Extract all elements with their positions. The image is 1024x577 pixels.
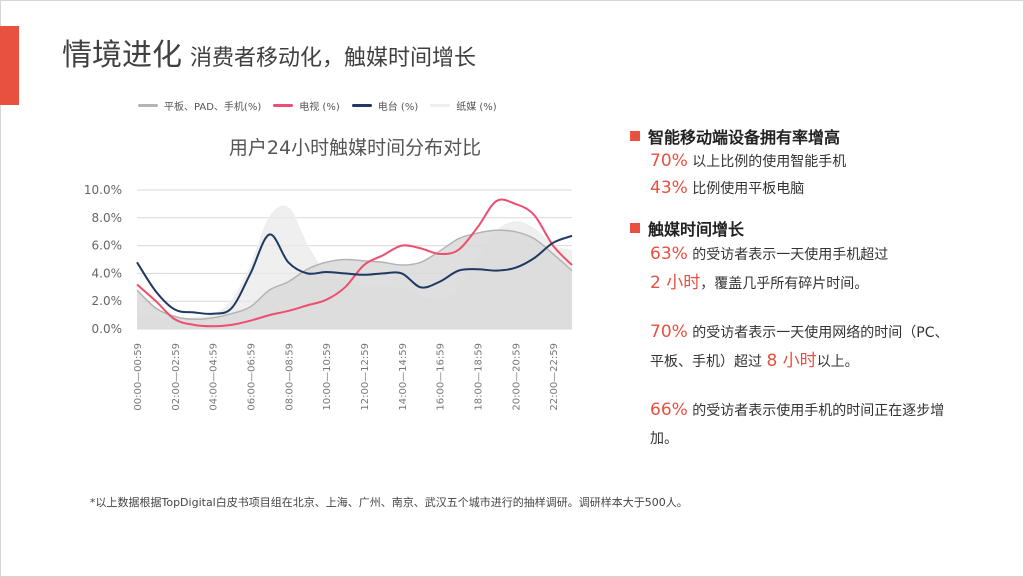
stat-text: 比例使用平板电脑 <box>692 181 805 197</box>
x-tick-label: 14:00—14:59 <box>398 343 409 411</box>
stat-value: 63% <box>650 244 688 264</box>
x-tick-label: 08:00—08:59 <box>284 343 295 411</box>
x-tick-label: 12:00—12:59 <box>360 343 371 411</box>
y-tick-label: 10.0% <box>84 183 122 197</box>
legend-item: 平板、PAD、手机(%) <box>138 98 261 113</box>
legend-label: 电台 (%) <box>377 102 419 113</box>
bullet-square-icon <box>630 223 640 233</box>
y-tick-label: 2.0% <box>92 294 123 308</box>
x-tick-label: 16:00—16:59 <box>436 343 447 411</box>
stat-value: 70% <box>650 322 688 342</box>
stat-value: 8 小时 <box>766 351 817 371</box>
legend-swatch <box>351 104 372 107</box>
chart-title: 用户24小时触媒时间分布对比 <box>228 137 482 159</box>
stat-value: 43% <box>650 178 688 198</box>
slide-title: 情境进化 消费者移动化，触媒时间增长 <box>62 30 476 74</box>
section1-heading: 智能移动端设备拥有率增高 <box>630 124 960 148</box>
legend-item: 电台 (%) <box>351 98 419 113</box>
chart-legend: 平板、PAD、手机(%) 电视 (%) 电台 (%) 纸媒 (%) <box>138 98 497 113</box>
x-tick-label: 02:00—02:59 <box>171 343 182 411</box>
legend-label: 平板、PAD、手机(%) <box>164 102 262 113</box>
legend-item: 电视 (%) <box>273 98 340 113</box>
section2-heading: 触媒时间增长 <box>630 216 960 240</box>
legend-swatch <box>273 104 294 107</box>
series-area-0 <box>137 230 572 329</box>
stat-text: 以上比例的使用智能手机 <box>692 154 847 170</box>
x-tick-label: 18:00—18:59 <box>473 343 484 411</box>
y-tick-label: 4.0% <box>92 266 123 280</box>
section1-line1: 70% 以上比例的使用智能手机 <box>650 148 960 175</box>
title-accent-bar <box>0 26 19 105</box>
stat-value: 70% <box>650 151 688 171</box>
stat-text: 以上。 <box>816 354 859 370</box>
x-tick-label: 10:00—10:59 <box>322 343 333 411</box>
x-tick-label: 22:00—22:59 <box>549 343 560 411</box>
x-tick-label: 00:00—00:59 <box>133 343 144 411</box>
section2-paragraph2: 70% 的受访者表示一天使用网络的时间（PC、平板、手机）超过 8 小时以上。 <box>650 318 960 376</box>
legend-item: 纸媒 (%) <box>430 98 497 113</box>
legend-label: 纸媒 (%) <box>456 102 497 113</box>
legend-swatch <box>430 104 451 107</box>
stat-value: 66% <box>650 400 688 420</box>
right-panel: 智能移动端设备拥有率增高 70% 以上比例的使用智能手机 43% 比例使用平板电… <box>630 124 960 453</box>
legend-label: 电视 (%) <box>299 102 340 113</box>
y-tick-label: 0.0% <box>92 322 123 336</box>
footnote: *以上数据根据TopDigital白皮书项目组在北京、上海、广州、南京、武汉五个… <box>90 496 688 509</box>
series-line-2 <box>136 233 573 315</box>
series-line-0 <box>136 229 573 321</box>
section2-heading-text: 触媒时间增长 <box>648 220 745 239</box>
bullet-square-icon <box>630 131 640 141</box>
x-tick-label: 20:00—20:59 <box>511 343 522 411</box>
section2-paragraph3: 66% 的受访者表示使用手机的时间正在逐步增加。 <box>650 396 960 453</box>
series-line-1 <box>136 198 573 328</box>
stat-text: 的受访者表示一天使用网络的时间（PC、平板、手机）超过 <box>650 325 949 370</box>
title-main: 情境进化 <box>62 38 182 73</box>
title-sub: 消费者移动化，触媒时间增长 <box>190 46 477 71</box>
stat-text: 的受访者表示使用手机的时间正在逐步增加。 <box>650 403 945 447</box>
section1-line2: 43% 比例使用平板电脑 <box>650 175 960 202</box>
section2-paragraph1: 63% 的受访者表示一天使用手机超过 2 小时，覆盖几乎所有碎片时间。 <box>650 240 960 298</box>
section1-heading-text: 智能移动端设备拥有率增高 <box>648 128 841 147</box>
legend-swatch <box>138 104 158 107</box>
stat-text: 的受访者表示一天使用手机超过 <box>692 247 889 263</box>
stat-value: 2 小时 <box>650 273 701 293</box>
x-tick-label: 04:00—04:59 <box>209 343 220 411</box>
y-tick-label: 8.0% <box>92 211 123 225</box>
y-tick-label: 6.0% <box>92 239 123 253</box>
stat-text: ，覆盖几乎所有碎片时间。 <box>700 276 869 292</box>
x-tick-label: 06:00—06:59 <box>246 343 257 411</box>
